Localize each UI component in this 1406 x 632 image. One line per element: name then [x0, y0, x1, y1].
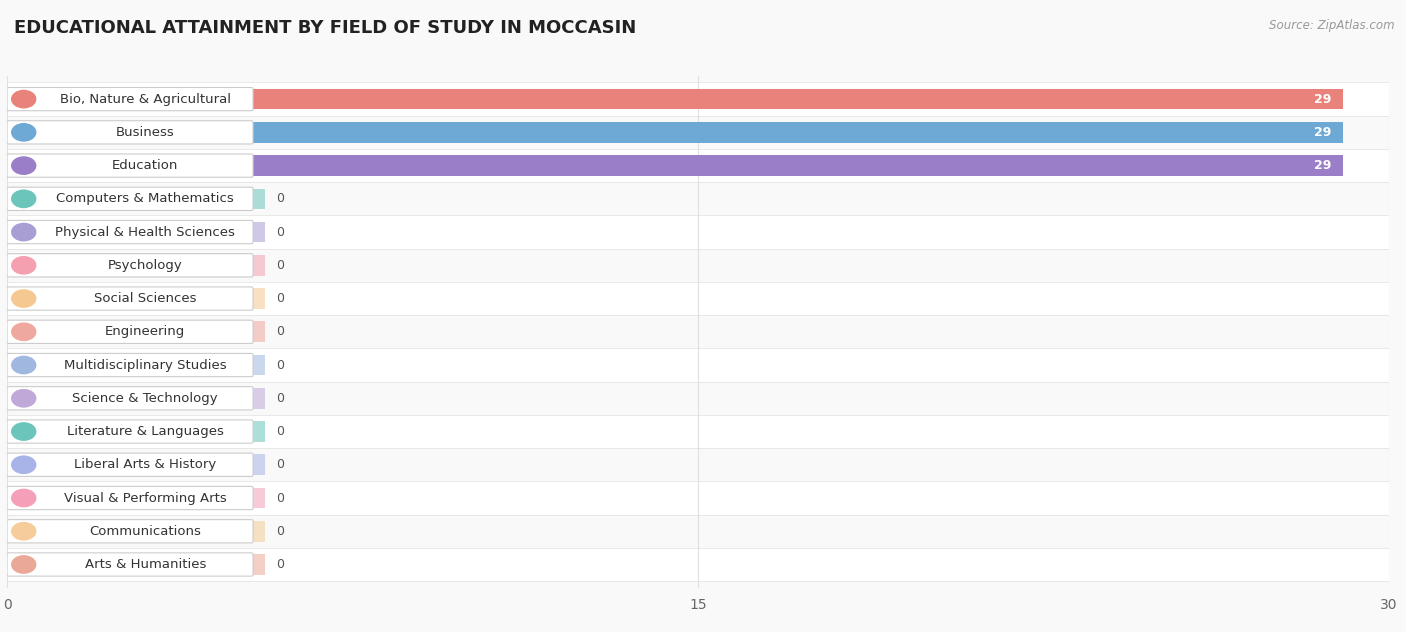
Circle shape	[11, 190, 35, 207]
Bar	[7, 421, 264, 442]
Text: Arts & Humanities: Arts & Humanities	[84, 558, 205, 571]
Bar	[7, 255, 264, 276]
Text: 29: 29	[1315, 93, 1331, 106]
Bar	[7, 355, 264, 375]
FancyBboxPatch shape	[7, 216, 1389, 249]
FancyBboxPatch shape	[7, 487, 253, 509]
FancyBboxPatch shape	[7, 149, 1389, 182]
Circle shape	[11, 423, 35, 440]
Circle shape	[11, 356, 35, 374]
Text: 0: 0	[277, 226, 284, 238]
Text: Source: ZipAtlas.com: Source: ZipAtlas.com	[1270, 19, 1395, 32]
Bar	[7, 388, 264, 409]
FancyBboxPatch shape	[7, 83, 1389, 116]
Bar	[7, 322, 264, 342]
Text: 29: 29	[1315, 126, 1331, 139]
FancyBboxPatch shape	[7, 553, 253, 576]
Text: Multidisciplinary Studies: Multidisciplinary Studies	[63, 358, 226, 372]
Text: Literature & Languages: Literature & Languages	[67, 425, 224, 438]
Circle shape	[11, 489, 35, 507]
Text: 0: 0	[277, 292, 284, 305]
Text: 0: 0	[277, 392, 284, 404]
Bar	[7, 288, 264, 309]
Bar	[7, 222, 264, 243]
FancyBboxPatch shape	[7, 320, 253, 343]
Text: Visual & Performing Arts: Visual & Performing Arts	[63, 492, 226, 504]
Text: Physical & Health Sciences: Physical & Health Sciences	[55, 226, 235, 238]
Text: 0: 0	[277, 492, 284, 504]
Circle shape	[11, 389, 35, 407]
Text: Psychology: Psychology	[108, 259, 183, 272]
Bar	[7, 122, 1343, 143]
Circle shape	[11, 124, 35, 141]
Text: 0: 0	[277, 325, 284, 338]
Text: Engineering: Engineering	[105, 325, 186, 338]
FancyBboxPatch shape	[7, 121, 253, 144]
Bar	[7, 488, 264, 508]
Text: 0: 0	[277, 525, 284, 538]
FancyBboxPatch shape	[7, 548, 1389, 581]
Text: Science & Technology: Science & Technology	[73, 392, 218, 404]
Text: EDUCATIONAL ATTAINMENT BY FIELD OF STUDY IN MOCCASIN: EDUCATIONAL ATTAINMENT BY FIELD OF STUDY…	[14, 19, 637, 37]
Circle shape	[11, 90, 35, 108]
FancyBboxPatch shape	[7, 348, 1389, 382]
Text: Education: Education	[112, 159, 179, 172]
Circle shape	[11, 523, 35, 540]
Circle shape	[11, 224, 35, 241]
Text: 0: 0	[277, 425, 284, 438]
Text: Bio, Nature & Agricultural: Bio, Nature & Agricultural	[59, 93, 231, 106]
FancyBboxPatch shape	[7, 520, 253, 543]
FancyBboxPatch shape	[7, 187, 253, 210]
Circle shape	[11, 257, 35, 274]
FancyBboxPatch shape	[7, 415, 1389, 448]
FancyBboxPatch shape	[7, 353, 253, 377]
Bar	[7, 554, 264, 574]
FancyBboxPatch shape	[7, 253, 253, 277]
Text: 29: 29	[1315, 159, 1331, 172]
Bar	[7, 188, 264, 209]
Text: 0: 0	[277, 558, 284, 571]
Text: Business: Business	[115, 126, 174, 139]
Bar	[7, 89, 1343, 109]
Text: Computers & Mathematics: Computers & Mathematics	[56, 192, 235, 205]
Circle shape	[11, 290, 35, 307]
FancyBboxPatch shape	[7, 420, 253, 443]
FancyBboxPatch shape	[7, 453, 253, 477]
Text: 0: 0	[277, 358, 284, 372]
FancyBboxPatch shape	[7, 387, 253, 410]
Text: Communications: Communications	[90, 525, 201, 538]
Circle shape	[11, 556, 35, 573]
Text: Liberal Arts & History: Liberal Arts & History	[75, 458, 217, 471]
FancyBboxPatch shape	[7, 282, 1389, 315]
FancyBboxPatch shape	[7, 87, 253, 111]
Circle shape	[11, 456, 35, 473]
Text: 0: 0	[277, 458, 284, 471]
Text: 0: 0	[277, 192, 284, 205]
FancyBboxPatch shape	[7, 221, 253, 244]
FancyBboxPatch shape	[7, 287, 253, 310]
Bar	[7, 454, 264, 475]
Text: Social Sciences: Social Sciences	[94, 292, 197, 305]
Bar	[7, 155, 1343, 176]
FancyBboxPatch shape	[7, 482, 1389, 514]
Circle shape	[11, 157, 35, 174]
Text: 0: 0	[277, 259, 284, 272]
Bar	[7, 521, 264, 542]
Circle shape	[11, 323, 35, 341]
FancyBboxPatch shape	[7, 154, 253, 177]
